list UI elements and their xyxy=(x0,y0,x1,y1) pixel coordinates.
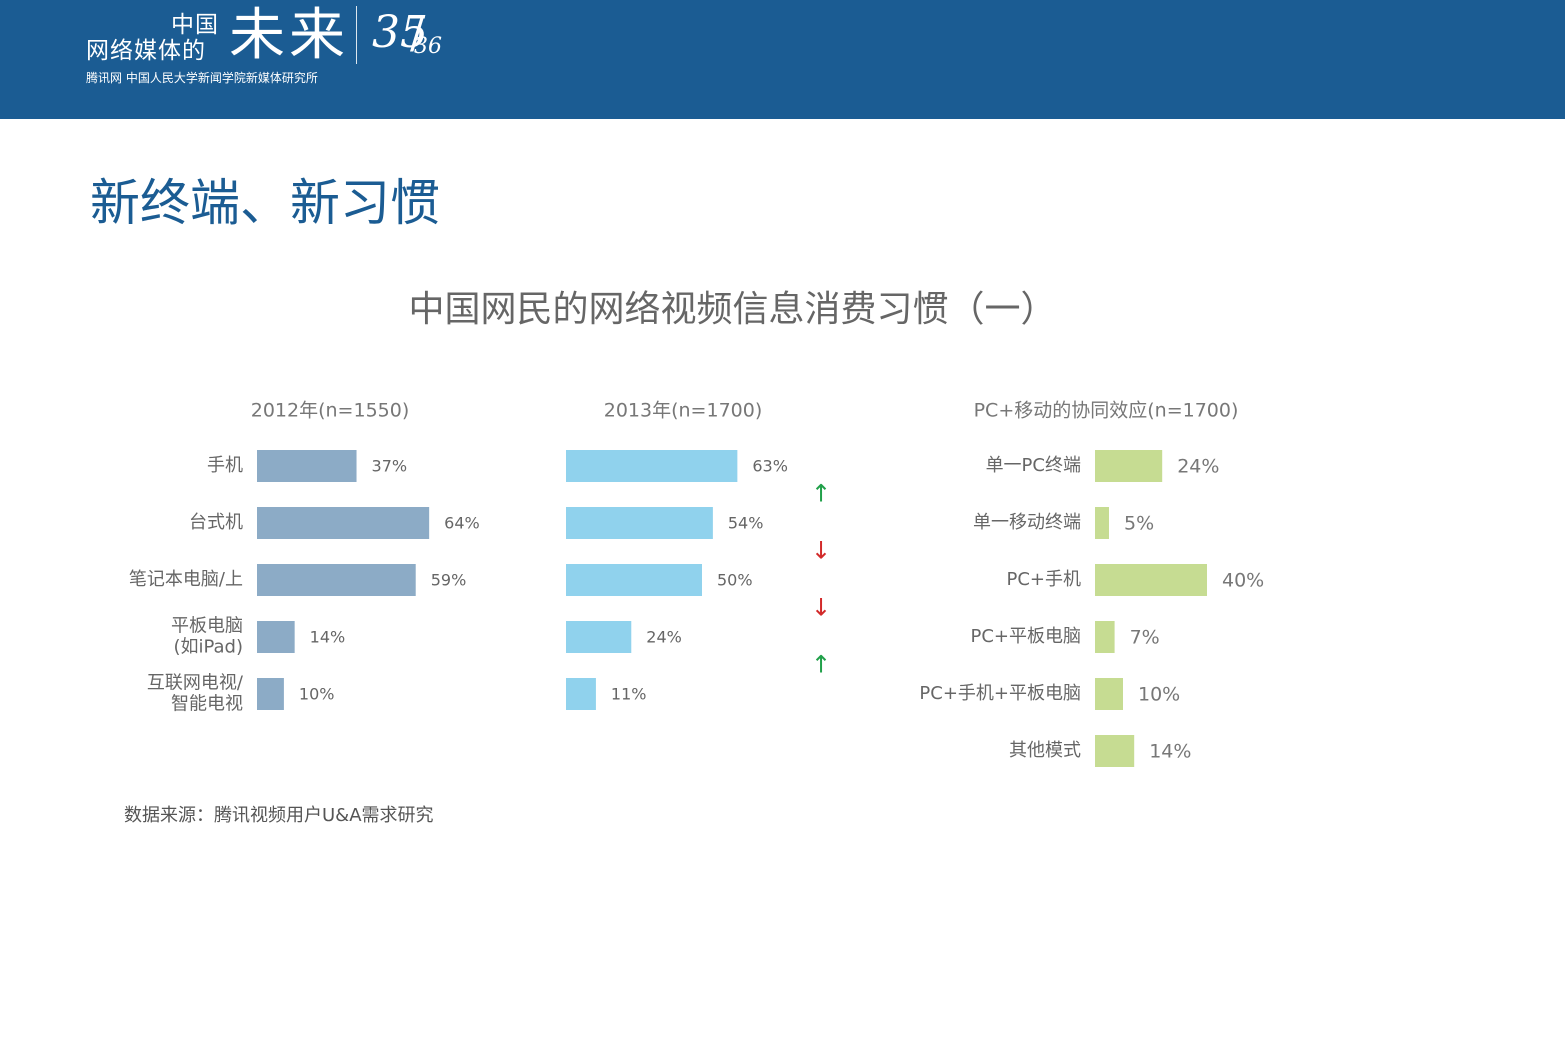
y2013-bar xyxy=(566,507,713,539)
change-arrow-down-icon: ↓ xyxy=(811,594,831,622)
y2012-data-label: 64% xyxy=(444,514,480,533)
pcmobile-bar xyxy=(1095,507,1109,539)
y2013-data-label: 54% xyxy=(728,514,764,533)
brand-subtitle: 腾讯网 中国人民大学新闻学院新媒体研究所 xyxy=(86,71,318,85)
pcmobile-data-label: 14% xyxy=(1149,741,1191,763)
pcmobile-category-label: PC+手机 xyxy=(1006,569,1081,590)
pcmobile-data-label: 7% xyxy=(1130,627,1160,649)
slide-title: 新终端、新习惯 xyxy=(90,174,440,232)
y2012-bar xyxy=(257,564,416,596)
y2012-category-label: 平板电脑 xyxy=(171,616,243,637)
brand-zhongguo: 中国 xyxy=(171,12,219,38)
pcmobile-data-label: 10% xyxy=(1138,684,1180,706)
pcmobile-data-label: 40% xyxy=(1222,570,1264,592)
y2013-data-label: 11% xyxy=(611,685,647,704)
y2012-data-label: 37% xyxy=(372,457,408,476)
header-bar: 中国 网络媒体的 未来 35 / 36 腾讯网 中国人民大学新闻学院新媒体研究所 xyxy=(0,0,1565,119)
y2012-bar xyxy=(257,621,295,653)
y2013-bar xyxy=(566,450,738,482)
change-arrow-down-icon: ↓ xyxy=(811,537,831,565)
pcmobile-category-label: 单一移动终端 xyxy=(973,512,1081,533)
y2012-category-label: 智能电视 xyxy=(171,694,243,715)
y2012-category-label: 台式机 xyxy=(189,512,243,533)
y2013-panel-title: 2013年(n=1700) xyxy=(604,400,763,422)
brand-divider xyxy=(356,6,357,64)
y2012-category-label: 互联网电视/ xyxy=(147,673,244,694)
pcmobile-category-label: 其他模式 xyxy=(1009,740,1081,761)
change-arrow-up-icon: ↑ xyxy=(811,651,831,679)
page-separator: / xyxy=(410,12,424,58)
pcmobile-bar xyxy=(1095,735,1135,767)
pcmobile-data-label: 5% xyxy=(1124,513,1154,535)
y2012-bar xyxy=(257,678,284,710)
y2012-panel-title: 2012年(n=1550) xyxy=(251,400,410,422)
pcmobile-bar xyxy=(1095,564,1207,596)
pcmobile-category-label: 单一PC终端 xyxy=(986,455,1081,476)
change-arrow-up-icon: ↑ xyxy=(811,480,831,508)
pcmobile-bar xyxy=(1095,678,1123,710)
pcmobile-bar xyxy=(1095,450,1163,482)
y2013-bar xyxy=(566,621,632,653)
brand-small-text: 网络媒体的 xyxy=(86,38,206,64)
y2012-data-label: 59% xyxy=(431,571,467,590)
y2013-bar xyxy=(566,678,596,710)
y2013-bar xyxy=(566,564,702,596)
y2012-category-label: 笔记本电脑/上 xyxy=(129,569,243,590)
y2013-data-label: 24% xyxy=(646,628,682,647)
y2013-data-label: 63% xyxy=(752,457,788,476)
y2013-data-label: 50% xyxy=(717,571,753,590)
page-number: 35 xyxy=(372,7,428,58)
y2012-category-label: (如iPad) xyxy=(173,637,243,658)
pcmobile-bar xyxy=(1095,621,1115,653)
pcmobile-category-label: PC+手机+平板电脑 xyxy=(919,683,1081,704)
pcmobile-category-label: PC+平板电脑 xyxy=(970,626,1081,647)
pcmobile-panel-title: PC+移动的协同效应(n=1700) xyxy=(974,400,1239,422)
brand-big-text: 未来 xyxy=(229,3,349,68)
y2012-data-label: 10% xyxy=(299,685,335,704)
chart-title: 中国网民的网络视频信息消费习惯（一） xyxy=(408,289,1057,330)
y2012-category-label: 手机 xyxy=(207,455,243,476)
y2012-data-label: 14% xyxy=(310,628,346,647)
data-source-note: 数据来源：腾讯视频用户U&A需求研究 xyxy=(124,805,434,826)
page-total: 36 xyxy=(414,34,442,59)
pcmobile-data-label: 24% xyxy=(1177,456,1219,478)
y2012-bar xyxy=(257,507,430,539)
y2012-bar xyxy=(257,450,357,482)
